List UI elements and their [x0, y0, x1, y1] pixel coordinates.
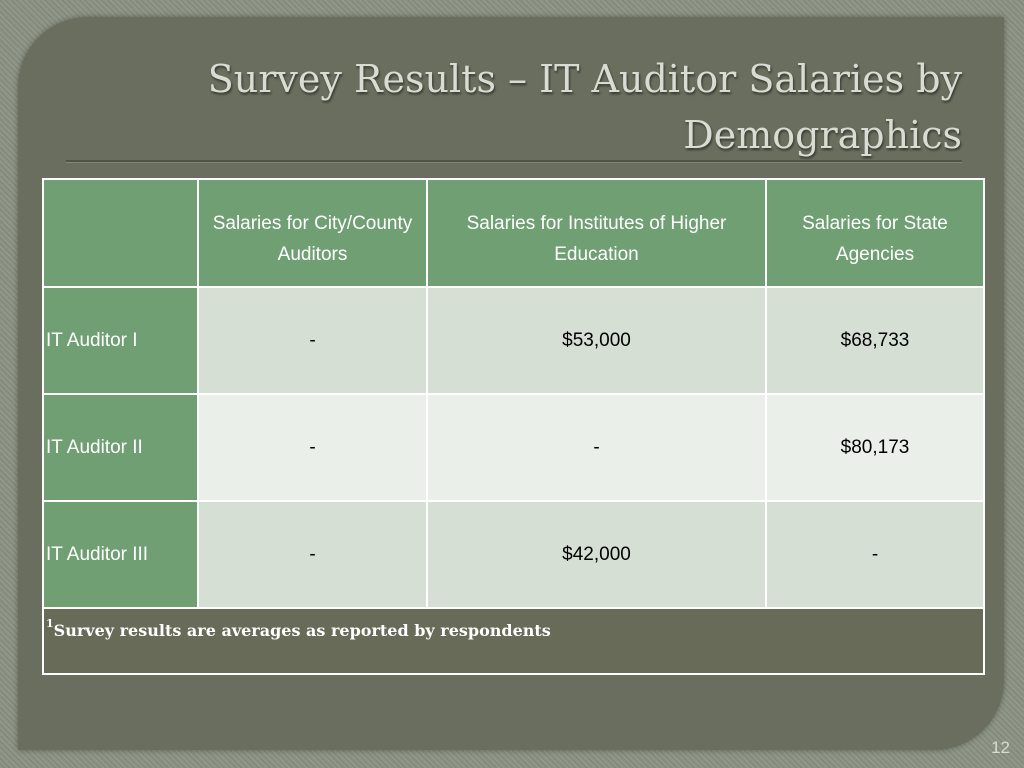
- header-cell-state-agencies: Salaries for State Agencies: [765, 178, 985, 288]
- table-cell: $68,733: [765, 286, 985, 395]
- table-cell: $53,000: [426, 286, 767, 395]
- table-cell: -: [765, 500, 985, 609]
- salary-table: Salaries for City/County Auditors Salari…: [42, 178, 985, 675]
- header-cell-city-county: Salaries for City/County Auditors: [197, 178, 428, 288]
- slide: Survey Results – IT Auditor Salaries by …: [18, 17, 1004, 750]
- title-divider: [66, 160, 962, 163]
- footnote-mark: 1: [46, 617, 54, 630]
- table-cell: $80,173: [765, 393, 985, 502]
- table-cell: $42,000: [426, 500, 767, 609]
- row-label: IT Auditor I: [42, 286, 199, 395]
- page-number: 12: [991, 738, 1010, 757]
- table-header-row: Salaries for City/County Auditors Salari…: [42, 178, 985, 288]
- table-cell: -: [197, 393, 428, 502]
- footnote-row: 1Survey results are averages as reported…: [42, 607, 985, 675]
- footnote-text: Survey results are averages as reported …: [53, 621, 551, 640]
- row-label: IT Auditor II: [42, 393, 199, 502]
- slide-title: Survey Results – IT Auditor Salaries by …: [207, 57, 962, 157]
- footnote-cell: 1Survey results are averages as reported…: [42, 607, 985, 675]
- table-row: IT Auditor I - $53,000 $68,733: [42, 286, 985, 395]
- table-cell: -: [426, 393, 767, 502]
- header-cell-higher-education: Salaries for Institutes of Higher Educat…: [426, 178, 767, 288]
- header-cell-empty: [42, 178, 199, 288]
- row-label: IT Auditor III: [42, 500, 199, 609]
- table-cell: -: [197, 286, 428, 395]
- table-cell: -: [197, 500, 428, 609]
- table-row: IT Auditor II - - $80,173: [42, 393, 985, 502]
- table-row: IT Auditor III - $42,000 -: [42, 500, 985, 609]
